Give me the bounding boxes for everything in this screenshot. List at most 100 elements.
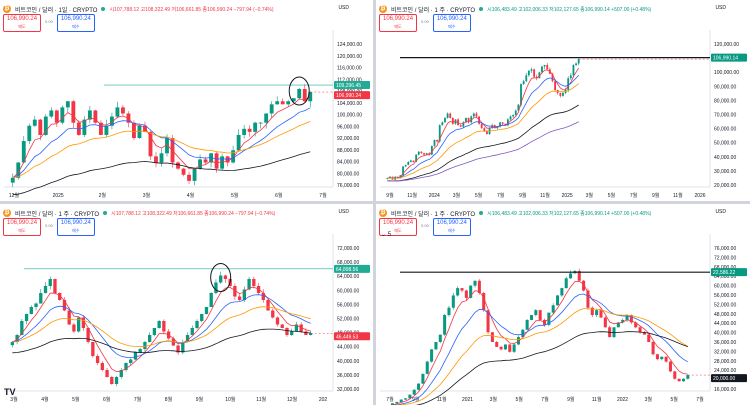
- sell-button[interactable]: 106,990.24 매도: [379, 218, 418, 236]
- candle-body: [214, 153, 219, 169]
- buy-button[interactable]: 106,990.24 매수: [432, 14, 471, 32]
- sell-button[interactable]: 106,990.24 매도: [379, 14, 418, 32]
- market-status-icon: [101, 7, 106, 11]
- candle-body: [190, 328, 194, 335]
- y-tick-label: 40,000.00: [714, 331, 736, 337]
- candle-body: [509, 116, 512, 120]
- y-tick-label: 50,000.00: [714, 141, 736, 147]
- candle-body: [72, 324, 76, 332]
- candle-body: [554, 81, 557, 90]
- candle-body: [541, 66, 543, 73]
- candle-body: [642, 332, 646, 335]
- y-tick-label: 40,000.00: [714, 155, 736, 161]
- chart-canvas[interactable]: 72,000.00 68,000.00 64,000.00 60,000.00 56,0…: [0, 204, 373, 405]
- x-tick-label: 5월: [515, 396, 523, 403]
- spread-value: 0.00: [421, 19, 429, 24]
- price-tag: [334, 264, 370, 273]
- symbol-title[interactable]: 비트코인 / 달러 · 1 주 · CRYPTO: [15, 211, 100, 218]
- ema-fast-line: [12, 286, 311, 373]
- candle-body: [522, 81, 525, 85]
- candle-body: [133, 352, 138, 360]
- ema-fast-line: [389, 280, 688, 405]
- chart-panel-weekly-c[interactable]: 76,000.00 72,000.00 68,000.00 64,000.00 60,0…: [376, 204, 750, 405]
- candle-body: [91, 342, 95, 356]
- candle-body: [501, 122, 504, 124]
- ema-slow-line: [12, 121, 311, 179]
- candle-body: [71, 101, 76, 123]
- candle-body: [291, 98, 296, 102]
- sell-button[interactable]: 106,990.24 매도: [3, 218, 42, 236]
- candle-body: [506, 119, 509, 126]
- chart-canvas[interactable]: 124,000.00 120,000.00 116,000.00 112,000.00…: [0, 0, 373, 201]
- chart-panel-weekly-b[interactable]: 72,000.00 68,000.00 64,000.00 60,000.00 56,0…: [0, 204, 373, 405]
- candle-body: [412, 389, 416, 395]
- x-tick-label: 9월: [652, 192, 660, 199]
- sell-button[interactable]: 106,990.24 매도: [3, 14, 42, 32]
- y-tick-label: 32,000.00: [714, 349, 736, 355]
- candle-body: [266, 300, 270, 311]
- y-tick-label: 120,000.00: [714, 42, 739, 48]
- candle-body: [304, 331, 308, 335]
- candle-body: [15, 335, 19, 342]
- chart-canvas[interactable]: 76,000.00 72,000.00 68,000.00 64,000.00 60,0…: [376, 204, 750, 405]
- candle-body: [93, 110, 98, 123]
- y-tick-label: 100,000.00: [714, 70, 739, 76]
- x-tick-label: 11월: [256, 396, 266, 403]
- currency-label: USD: [715, 5, 726, 11]
- candle-body: [261, 293, 265, 300]
- candle-body: [65, 101, 70, 108]
- candle-body: [499, 346, 503, 350]
- candle-body: [409, 160, 412, 163]
- candle-body: [483, 128, 486, 132]
- buy-button[interactable]: 106,990.24 매수: [56, 218, 95, 236]
- price-tag: [711, 268, 747, 277]
- y-tick-label: 76,000.00: [714, 246, 736, 252]
- ema-slow-line: [387, 83, 579, 179]
- candle-body: [38, 119, 43, 135]
- candle-body: [181, 342, 185, 353]
- spread-value: 0.00: [45, 19, 53, 24]
- tradingview-logo[interactable]: TV: [4, 387, 16, 397]
- price-tag-label: 20,000.00: [713, 376, 735, 382]
- x-tick-label: 11월: [673, 192, 683, 199]
- candle-body: [464, 290, 468, 298]
- symbol-title[interactable]: 비트코인 / 달러 · 1 주 · CRYPTO: [391, 7, 476, 14]
- ema-fast-line: [12, 96, 311, 179]
- y-tick-label: 24,000.00: [714, 368, 736, 374]
- market-status-icon: [479, 211, 484, 215]
- chart-canvas[interactable]: 120,000.00110,000.00100,000.0090,000.008…: [376, 0, 750, 201]
- symbol-title[interactable]: 비트코인 / 달러 · 1일 · CRYPTO: [15, 7, 98, 14]
- symbol-title[interactable]: 비트코인 / 달러 · 1 주 · CRYPTO: [391, 211, 476, 218]
- candle-body: [478, 116, 480, 124]
- candle-body: [495, 342, 499, 347]
- x-tick-label: 3월: [143, 192, 151, 199]
- candle-body: [459, 125, 462, 127]
- currency-label: USD: [715, 209, 726, 215]
- buy-button[interactable]: 106,990.24 매수: [432, 218, 471, 236]
- chart-panel-weekly-a[interactable]: 120,000.00110,000.00100,000.0090,000.008…: [376, 0, 750, 201]
- x-tick-label: 4월: [41, 396, 49, 403]
- chart-header: ₿ 비트코인 / 달러 · 1 주 · CRYPTO 시106,483.49 고…: [379, 3, 651, 15]
- x-tick-label: 2025: [53, 193, 64, 199]
- candle-body: [299, 324, 303, 332]
- candle-body: [214, 282, 218, 293]
- buy-button[interactable]: 106,990.24 매수: [56, 14, 95, 32]
- candle-body: [104, 125, 109, 135]
- candle-body: [595, 310, 599, 316]
- y-tick-label: 80,000.00: [337, 171, 359, 177]
- candle-body: [625, 315, 629, 320]
- candle-body: [673, 371, 677, 379]
- candle-body: [203, 159, 208, 163]
- candle-body: [114, 377, 119, 384]
- collapse-chevron-icon[interactable]: ⌄ 5: [381, 232, 392, 238]
- x-tick-label: 6월: [275, 192, 283, 199]
- candle-body: [29, 307, 33, 314]
- panel-divider-horizontal[interactable]: [0, 201, 750, 204]
- price-tag: [711, 374, 747, 383]
- y-tick-label: 96,000.00: [337, 124, 359, 130]
- price-tag-label: 22,586.22: [713, 270, 735, 276]
- candle-body: [280, 101, 285, 105]
- candle-body: [668, 361, 672, 372]
- chart-panel-daily[interactable]: 124,000.00 120,000.00 116,000.00 112,000.00…: [0, 0, 373, 201]
- ema-extra-line: [387, 121, 579, 182]
